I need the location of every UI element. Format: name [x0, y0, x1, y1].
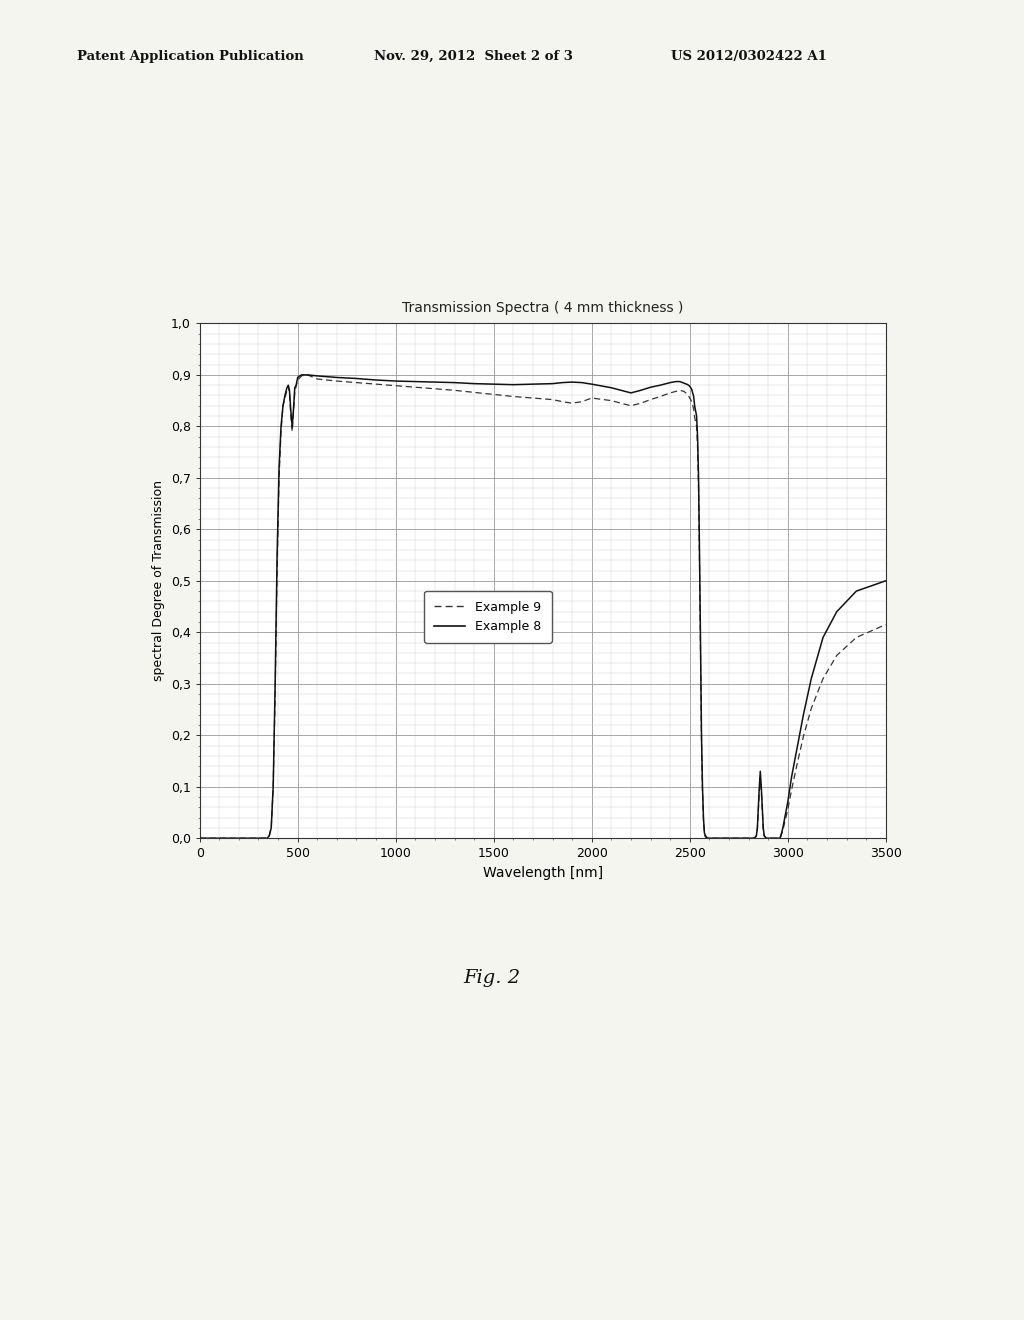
Text: Fig. 2: Fig. 2 — [463, 969, 520, 987]
Title: Transmission Spectra ( 4 mm thickness ): Transmission Spectra ( 4 mm thickness ) — [402, 301, 683, 315]
Example 9 — [880, 616, 892, 632]
Legend: Example 9, Example 8: Example 9, Example 8 — [424, 591, 552, 643]
Line: Example 9: Example 9 — [200, 375, 886, 838]
Example 8 — [290, 378, 302, 393]
Example 8 — [732, 830, 744, 846]
X-axis label: Wavelength [nm]: Wavelength [nm] — [482, 866, 603, 880]
Text: US 2012/0302422 A1: US 2012/0302422 A1 — [671, 50, 826, 63]
Example 9 — [754, 770, 766, 785]
Example 8 — [772, 830, 784, 846]
Example 9 — [654, 388, 667, 404]
Line: Example 8: Example 8 — [200, 375, 886, 838]
Example 9 — [290, 379, 302, 395]
Y-axis label: spectral Degree of Transmission: spectral Degree of Transmission — [153, 480, 165, 681]
Example 9 — [732, 830, 744, 846]
Example 8 — [880, 573, 892, 589]
Example 8 — [654, 378, 667, 393]
Text: Patent Application Publication: Patent Application Publication — [77, 50, 303, 63]
Example 8 — [296, 367, 308, 383]
Example 8 — [754, 763, 766, 779]
Example 9 — [194, 830, 206, 846]
Example 9 — [772, 830, 784, 846]
Example 8 — [194, 830, 206, 846]
Example 8 — [298, 367, 310, 383]
Example 9 — [298, 367, 310, 383]
Example 9 — [296, 368, 308, 384]
Text: Nov. 29, 2012  Sheet 2 of 3: Nov. 29, 2012 Sheet 2 of 3 — [374, 50, 572, 63]
